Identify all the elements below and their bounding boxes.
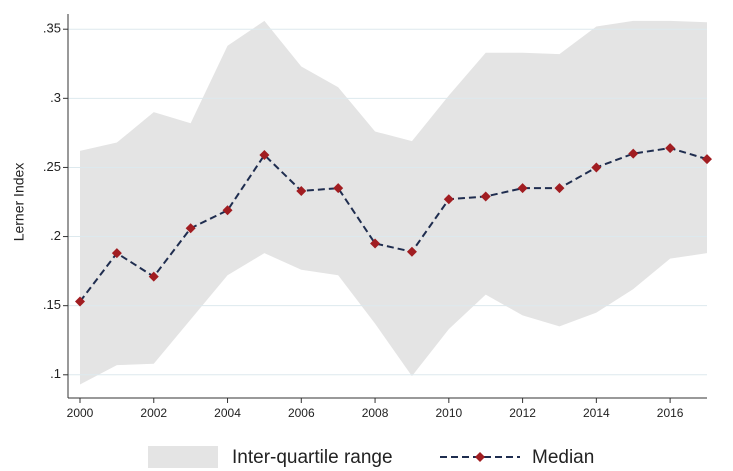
median-marker [222, 205, 233, 216]
median-marker [554, 183, 565, 194]
median-marker [148, 271, 159, 282]
legend-label: Inter-quartile range [232, 447, 393, 468]
median-marker [370, 238, 381, 249]
x-tick-label: 2014 [583, 406, 610, 420]
y-tick-label: .1 [50, 366, 61, 381]
median-marker [665, 143, 676, 154]
median-marker [702, 154, 712, 165]
legend-swatch [148, 446, 218, 468]
plot-area: .1 .15 .2 .25 .3 .35 2000 2002 2004 2006 2008 2010 2… [43, 14, 712, 420]
median-marker [111, 248, 122, 259]
y-axis-label: Lerner Index [11, 163, 27, 242]
median-line [79, 147, 708, 303]
x-tick-label: 2002 [140, 406, 167, 420]
median-marker [628, 148, 639, 159]
y-tick-label: .2 [50, 228, 61, 243]
legend-marker [475, 452, 485, 462]
median-marker [480, 191, 491, 202]
x-tick-label: 2012 [509, 406, 536, 420]
median-marker [406, 246, 417, 257]
x-tick-label: 2008 [362, 406, 389, 420]
x-tick-label: 2000 [67, 406, 94, 420]
x-tick-label: 2004 [214, 406, 241, 420]
median-marker [75, 296, 85, 307]
median-marker [443, 194, 454, 205]
median-marker [259, 150, 270, 160]
x-tick-label: 2010 [435, 406, 462, 420]
median-marker [333, 183, 344, 194]
median-marker [591, 162, 602, 173]
x-tick-label: 2016 [657, 406, 684, 420]
median-marker [296, 185, 307, 196]
legend: Inter-quartile range Median [148, 446, 594, 468]
y-tick-label: .35 [43, 21, 61, 36]
median-marker [517, 183, 528, 194]
y-tick-label: .25 [43, 159, 61, 174]
y-tick-label: .15 [43, 297, 61, 312]
median-marker [185, 223, 196, 234]
legend-label: Median [532, 447, 594, 468]
y-tick-label: .3 [50, 90, 61, 105]
x-tick-label: 2006 [288, 406, 315, 420]
iqr-band [80, 20, 707, 385]
